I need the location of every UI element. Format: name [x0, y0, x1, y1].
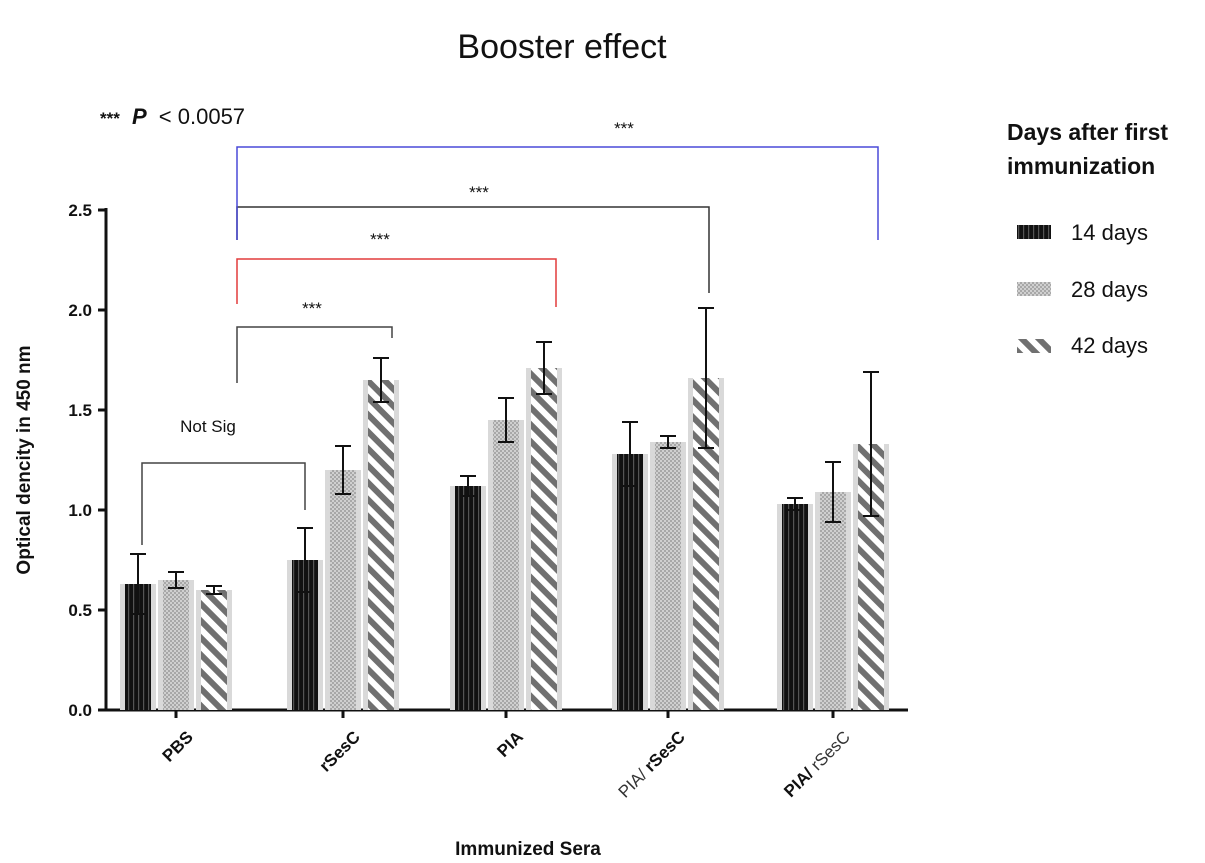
bar-14-days	[455, 486, 481, 710]
bar-28-days	[163, 580, 189, 710]
significance-label: ***	[370, 230, 390, 249]
significance-note: *** P < 0.0057	[100, 104, 245, 129]
legend-title: Days after first immunization	[1007, 119, 1174, 179]
significance-bracket	[236, 258, 557, 307]
legend-swatch-42-days	[1017, 339, 1051, 353]
bar-42-days	[201, 590, 227, 710]
x-tick-label: rSesC	[316, 727, 364, 775]
y-tick-label: 1.0	[68, 501, 92, 520]
bar-42-days	[368, 380, 394, 710]
legend: Days after first immunization 14 days 28…	[1007, 119, 1174, 358]
x-tick-label-part: PIA	[493, 727, 526, 760]
legend-title-line-2: immunization	[1007, 153, 1155, 179]
x-ticks: PBS rSesC PIA PIA/ rSesC PIA/ rSesC	[159, 710, 854, 802]
bar-28-days	[655, 442, 681, 710]
y-axis-label: Optical dencity in 450 nm	[14, 345, 35, 574]
bar-28-days	[330, 470, 356, 710]
significance-label: ***	[469, 183, 489, 202]
bar-14-days	[782, 504, 808, 710]
significance-bracket	[236, 146, 879, 240]
bar-42-days	[531, 368, 557, 710]
x-axis-label: Immunized Sera	[455, 839, 601, 860]
chart-title: Booster effect	[457, 28, 667, 66]
x-tick-label-part: rSesC	[316, 727, 364, 775]
x-tick-label-part: rSesC	[807, 727, 854, 774]
x-tick-label: PBS	[159, 727, 197, 765]
bar-28-days	[820, 492, 846, 710]
x-tick-label: PIA	[493, 727, 526, 760]
x-tick-label-part: rSesC	[641, 727, 689, 775]
legend-swatch-14-days	[1017, 225, 1051, 239]
significance-p: P	[132, 104, 147, 129]
significance-value: < 0.0057	[159, 104, 245, 129]
significance-label: Not Sig	[180, 417, 236, 436]
bar-28-days	[493, 420, 519, 710]
x-tick-label: PIA/ rSesC	[615, 727, 689, 801]
y-tick-label: 2.0	[68, 301, 92, 320]
y-tick-label: 2.5	[68, 201, 92, 220]
y-tick-label: 0.0	[68, 701, 92, 720]
significance-stars: ***	[100, 109, 120, 128]
significance-bracket	[236, 206, 710, 293]
legend-title-line-1: Days after first	[1007, 119, 1168, 145]
legend-label-42-days: 42 days	[1071, 333, 1148, 358]
x-tick-label-part: PBS	[159, 727, 197, 765]
significance-label: ***	[614, 119, 634, 138]
legend-swatch-28-days	[1017, 282, 1051, 296]
significance-bracket	[236, 326, 393, 383]
significance-bracket	[141, 462, 306, 545]
bars	[120, 307, 889, 710]
legend-label-28-days: 28 days	[1071, 277, 1148, 302]
significance-label: ***	[302, 299, 322, 318]
y-ticks: 0.0 0.5 1.0 1.5 2.0 2.5	[68, 201, 106, 720]
y-tick-label: 1.5	[68, 401, 92, 420]
bar-14-days	[617, 454, 643, 710]
legend-label-14-days: 14 days	[1071, 220, 1148, 245]
x-tick-label: PIA/ rSesC	[780, 727, 854, 801]
significance-brackets: Not Sig *** *** *** ***	[141, 119, 879, 545]
y-tick-label: 0.5	[68, 601, 92, 620]
